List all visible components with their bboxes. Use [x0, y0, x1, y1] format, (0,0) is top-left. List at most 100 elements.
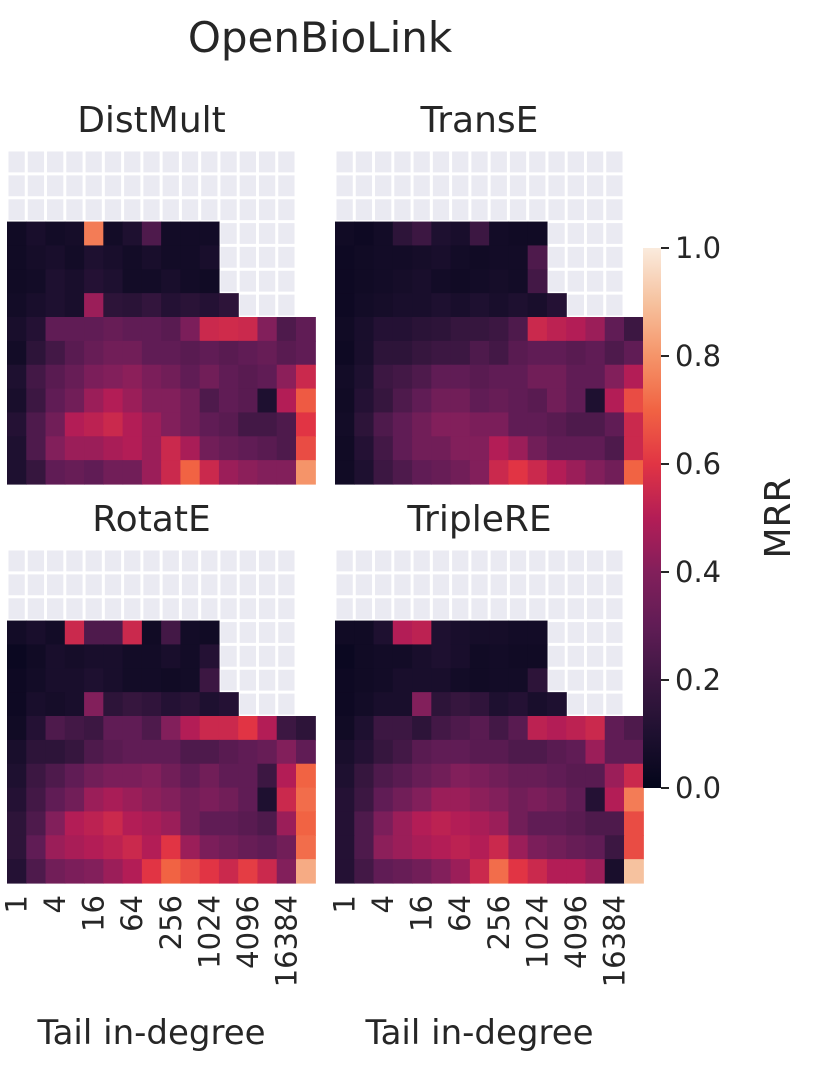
- heatmap-cell: [624, 340, 644, 366]
- heatmap-cell: [257, 835, 278, 860]
- heatmap-cell: [218, 340, 239, 366]
- heatmap-cell: [161, 716, 181, 741]
- heatmap-cell: [64, 221, 85, 247]
- heatmap-cell: [84, 739, 104, 765]
- heatmap-cell: [624, 859, 644, 884]
- heatmap-cell: [218, 716, 239, 741]
- heatmap-cell: [450, 716, 471, 741]
- heatmap-cell: [566, 739, 587, 765]
- heatmap-cell: [45, 269, 66, 294]
- heatmap-cell: [26, 716, 47, 741]
- panel-title: RotatE: [92, 499, 210, 540]
- heatmap-cell: [489, 787, 509, 813]
- heatmap-cell: [508, 364, 529, 390]
- heatmap-cell: [180, 620, 201, 646]
- heatmap-cell: [45, 787, 66, 813]
- heatmap-cell: [64, 692, 85, 717]
- heatmap-cell: [431, 340, 452, 366]
- heatmap-cell: [527, 620, 548, 646]
- heatmap-cell: [546, 436, 567, 461]
- x-tick-label: 4: [366, 895, 400, 913]
- heatmap-cell: [122, 364, 143, 390]
- heatmap-cell: [489, 412, 509, 437]
- heatmap-cell: [508, 716, 529, 741]
- colorbar-tick-label: 0.8: [675, 339, 721, 373]
- heatmap-cell: [624, 364, 644, 390]
- heatmap-cell: [604, 811, 625, 836]
- heatmap-cell: [335, 388, 355, 414]
- heatmap-cell: [508, 859, 529, 884]
- heatmap-cell: [296, 811, 316, 836]
- x-tick-label: 1: [328, 895, 362, 913]
- heatmap-cell: [450, 859, 471, 884]
- heatmap-cell: [489, 644, 509, 669]
- heatmap-cell: [431, 835, 452, 860]
- heatmap-cell: [354, 245, 375, 270]
- heatmap-cell: [161, 412, 181, 437]
- heatmap-cell: [122, 716, 143, 741]
- heatmap-cell: [7, 763, 27, 789]
- heatmap-cell: [199, 787, 220, 813]
- heatmap-cell: [469, 317, 490, 342]
- heatmap-cell: [508, 668, 529, 693]
- heatmap-cell: [469, 692, 490, 717]
- heatmap-cell: [7, 317, 27, 342]
- heatmap-cell: [180, 412, 201, 437]
- heatmap-cell: [527, 317, 548, 342]
- heatmap-cell: [64, 620, 85, 646]
- heatmap-cell: [26, 692, 47, 717]
- heatmap-cell: [103, 644, 124, 669]
- x-tick-label: 16384: [597, 895, 631, 987]
- heatmap-cell: [218, 787, 239, 813]
- heatmap-cell: [604, 739, 625, 765]
- heatmap-cell: [469, 460, 490, 485]
- heatmap-cell: [180, 436, 201, 461]
- heatmap-cell: [180, 317, 201, 342]
- heatmap-cell: [218, 364, 239, 390]
- heatmap-cell: [296, 835, 316, 860]
- heatmap-cell: [45, 716, 66, 741]
- heatmap-cell: [546, 811, 567, 836]
- heatmap-cell: [412, 340, 432, 366]
- heatmap-cell: [392, 620, 413, 646]
- heatmap-cell: [566, 859, 587, 884]
- colorbar-tick-label: 1.0: [675, 231, 721, 265]
- heatmap-cell: [296, 763, 316, 789]
- colorbar: MRR 0.0 0.2 0.4 0.6 0.8 1.0: [643, 231, 799, 805]
- heatmap-cell: [257, 787, 278, 813]
- heatmap-cell: [566, 835, 587, 860]
- heatmap-cell: [450, 763, 471, 789]
- heatmap-cell: [199, 388, 220, 414]
- colorbar-tick-label: 0.0: [675, 771, 721, 805]
- heatmap-cell: [585, 811, 606, 836]
- heatmap-cell: [450, 436, 471, 461]
- heatmap-cell: [469, 388, 490, 414]
- heatmap-cell: [84, 436, 104, 461]
- heatmap-cell: [508, 835, 529, 860]
- heatmap-cell: [508, 692, 529, 717]
- heatmap-cell: [412, 317, 432, 342]
- heatmap-cell: [566, 412, 587, 437]
- heatmap-cell: [180, 293, 201, 318]
- heatmap-cell: [450, 460, 471, 485]
- heatmap-cell: [335, 340, 355, 366]
- heatmap-cell: [469, 340, 490, 366]
- heatmap-cell: [141, 763, 162, 789]
- heatmap-cell: [450, 245, 471, 270]
- heatmap-cell: [373, 739, 394, 765]
- heatmap-cell: [354, 221, 375, 247]
- heatmap-cell: [122, 859, 143, 884]
- heatmap-cell: [450, 317, 471, 342]
- heatmap-cell: [296, 317, 316, 342]
- heatmap-cell: [296, 460, 316, 485]
- heatmap-cell: [218, 412, 239, 437]
- heatmap-cell: [84, 787, 104, 813]
- heatmap-cell: [527, 811, 548, 836]
- heatmap-cell: [604, 364, 625, 390]
- heatmap-cell: [527, 739, 548, 765]
- heatmap-cell: [527, 692, 548, 717]
- heatmap-cell: [624, 763, 644, 789]
- heatmap-cell: [7, 269, 27, 294]
- heatmap-cell: [141, 317, 162, 342]
- heatmap-cell: [392, 340, 413, 366]
